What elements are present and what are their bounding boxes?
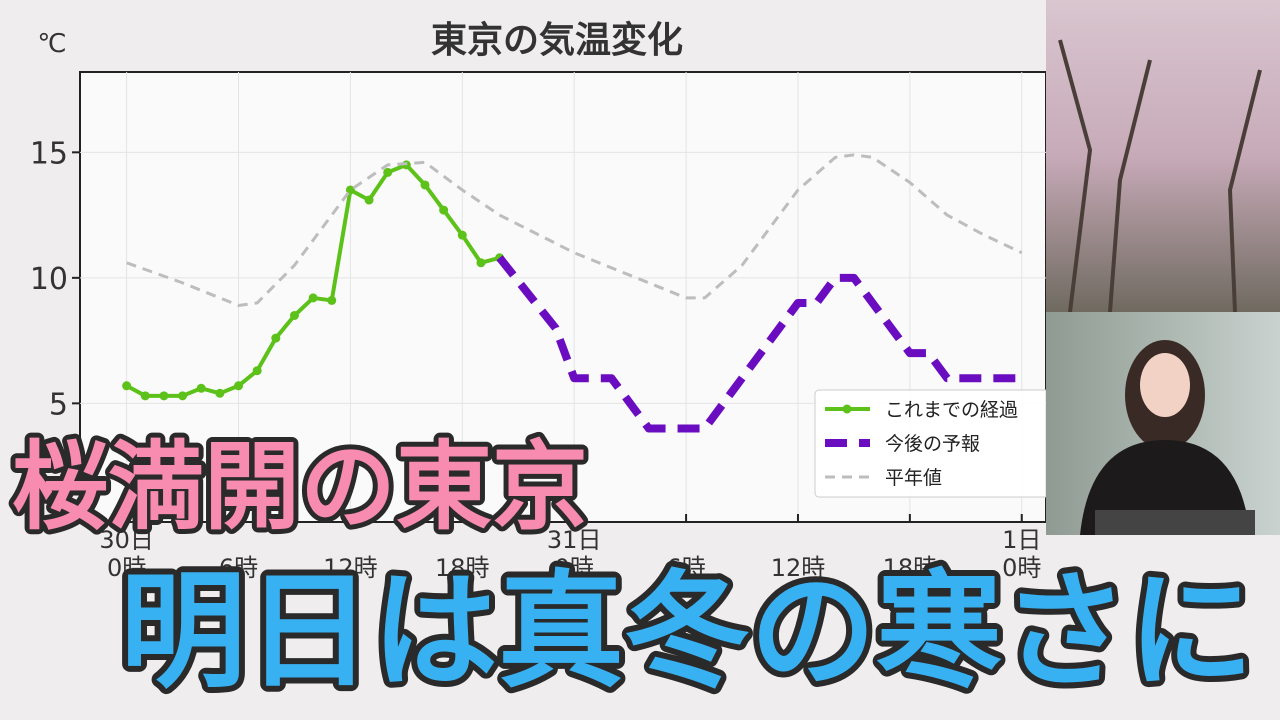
legend-marker (842, 404, 852, 414)
tick-line: 18時 (435, 554, 490, 582)
data-point (364, 195, 374, 205)
x-tick-label: 18時 (435, 554, 490, 582)
chart-title: 東京の気温変化 (431, 19, 683, 61)
tick-line: 6時 (666, 554, 705, 582)
x-tick-label: 6時 (219, 554, 258, 582)
y-axis-label: ℃ (37, 29, 66, 59)
tree (1227, 69, 1262, 313)
series-line (496, 255, 1022, 433)
y-tick-label: 15 (30, 136, 68, 171)
y-tick-label: 5 (49, 387, 68, 422)
sakura-photo (1046, 0, 1280, 312)
data-point (234, 381, 244, 391)
x-tick-label: 12時 (323, 554, 378, 582)
data-point (252, 366, 262, 376)
data-point (345, 185, 355, 195)
legend-label: 平年値 (885, 467, 942, 489)
data-point (271, 333, 281, 343)
presenter-face (1140, 353, 1190, 417)
y-tick-label: 10 (30, 262, 68, 297)
tree (1058, 39, 1093, 313)
data-point (439, 205, 449, 215)
x-tick-label: 1日 0時 (1002, 526, 1041, 582)
data-point (122, 381, 132, 391)
tick-line: 12時 (323, 554, 378, 582)
data-point (383, 167, 393, 177)
data-point (159, 391, 169, 401)
x-tick-label: 30日 0時 (99, 526, 154, 582)
data-point (476, 258, 486, 268)
tick-line: 18時 (883, 554, 938, 582)
tick-line: 0時 (1002, 554, 1041, 582)
data-point (196, 383, 206, 393)
subheadline: 明日は真冬の寒さに (120, 558, 1254, 705)
data-point (308, 293, 318, 303)
tick-line: 0時 (555, 554, 594, 582)
laptop (1095, 510, 1255, 535)
series-line (126, 153, 1023, 307)
tick-line: 31日 (547, 526, 602, 554)
x-tick-label: 18時 (883, 554, 938, 582)
data-point (178, 391, 188, 401)
x-tick-label: 12時 (771, 554, 826, 582)
tick-line: 0時 (107, 554, 146, 582)
data-point (457, 230, 467, 240)
tick-line: 1日 (1002, 526, 1041, 554)
tick-line: 6時 (219, 554, 258, 582)
tick-line: 12時 (771, 554, 826, 582)
tree (1108, 59, 1152, 313)
data-point (289, 310, 299, 320)
data-point (140, 391, 150, 401)
x-tick-label: 6時 (666, 554, 705, 582)
legend-label: 今後の予報 (885, 433, 980, 455)
legend-label: これまでの経過 (885, 399, 1018, 421)
x-tick-label: 31日 0時 (547, 526, 602, 582)
data-point (327, 295, 337, 305)
tick-line: 30日 (99, 526, 154, 554)
data-point (215, 388, 225, 398)
data-point (420, 180, 430, 190)
sakura-trees (1058, 39, 1262, 313)
headline: 桜満開の東京 (12, 431, 588, 543)
